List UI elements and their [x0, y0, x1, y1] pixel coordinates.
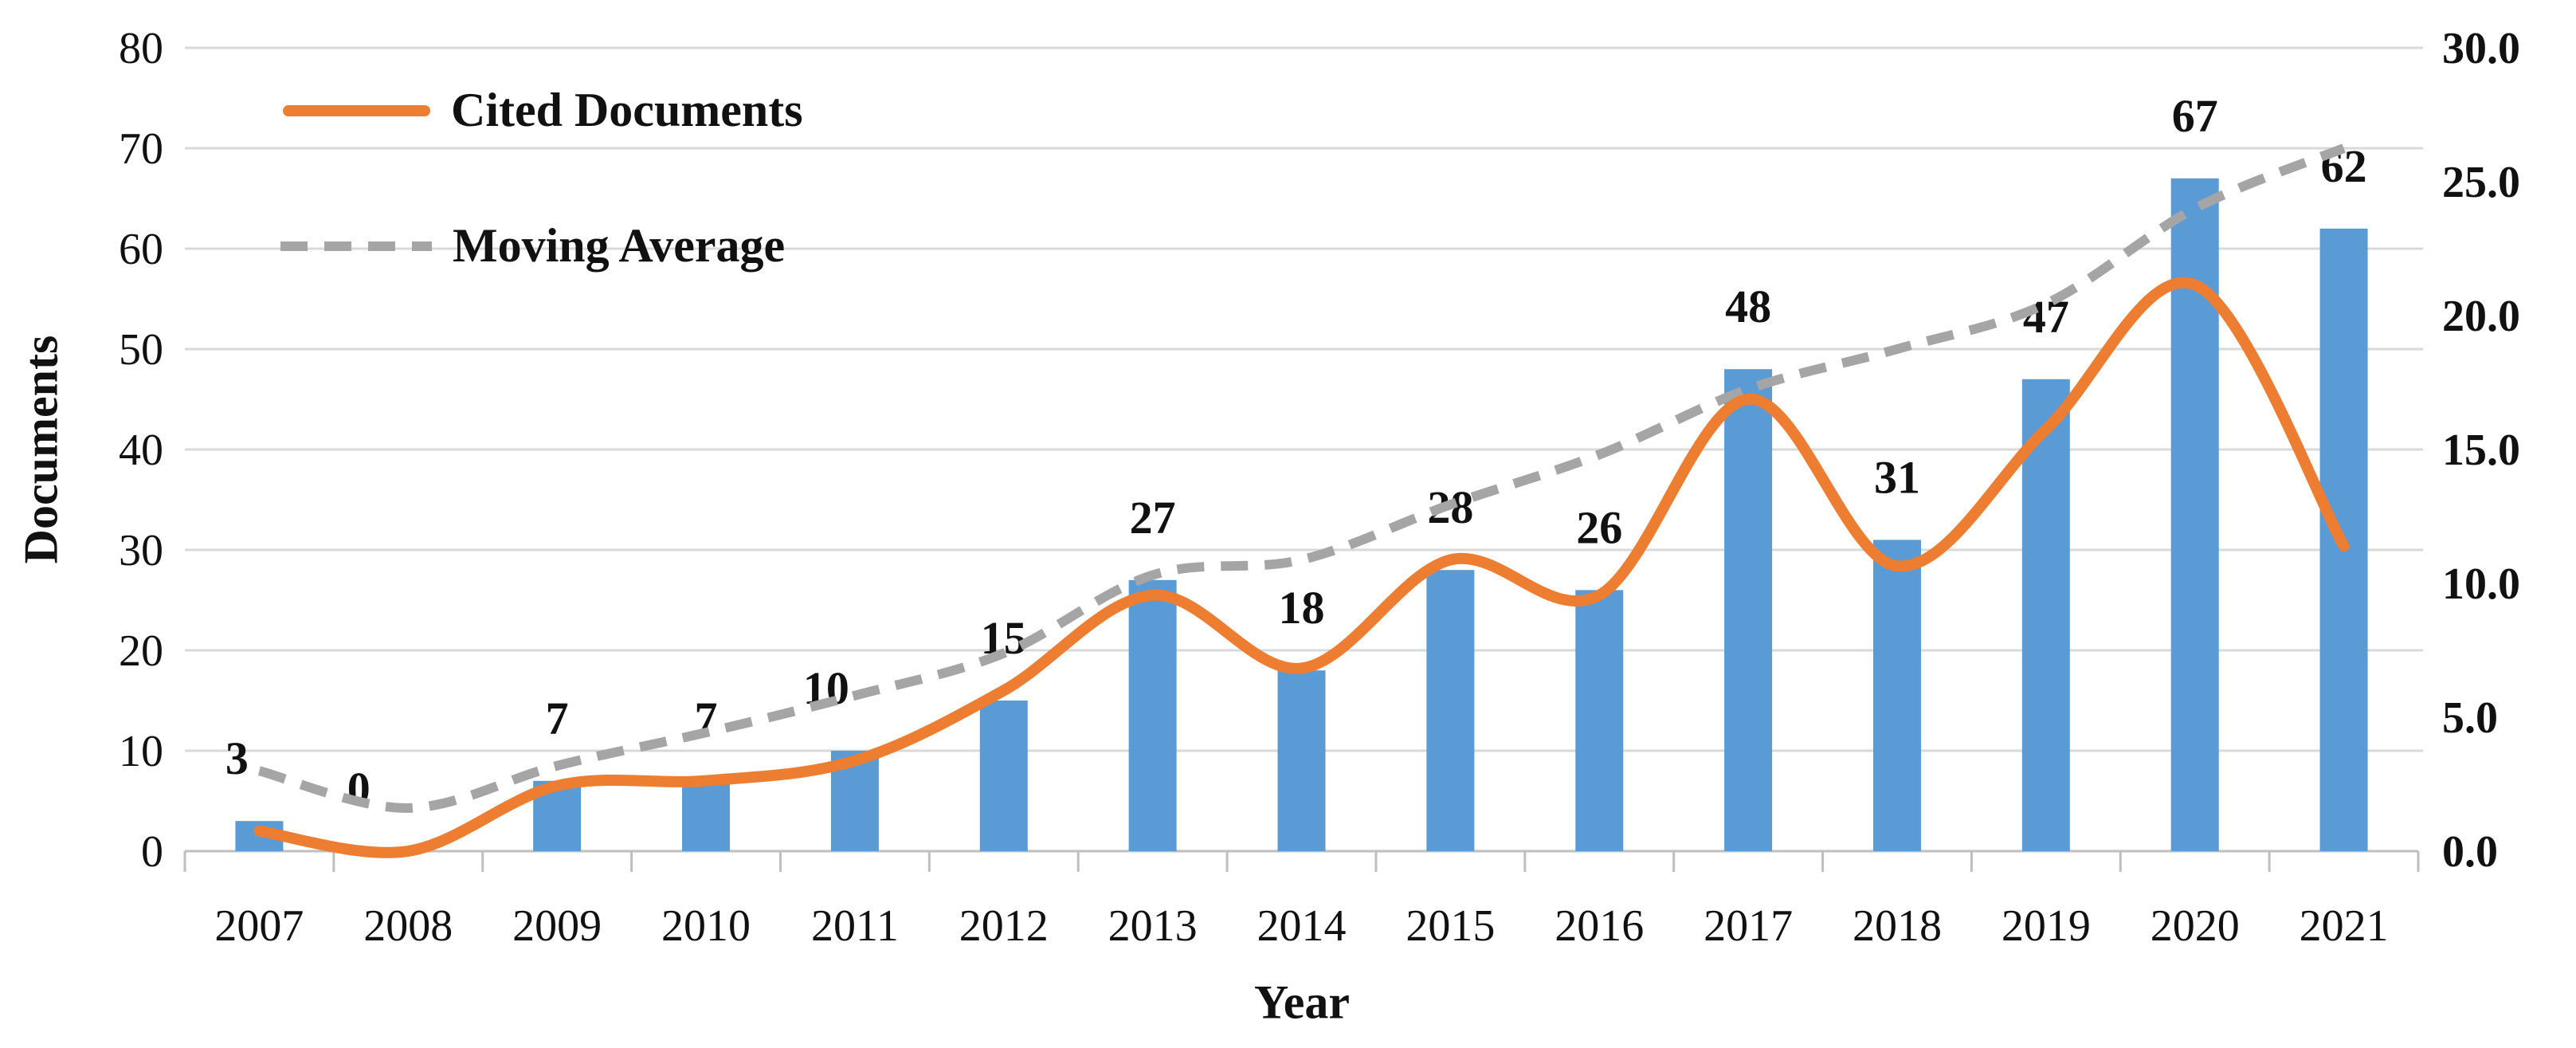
- bar-2014: [1277, 670, 1326, 851]
- y-left-tick-label: 70: [119, 124, 163, 174]
- y-right-tick-label: 5.0: [2442, 693, 2498, 743]
- legend-item-cited-documents: Cited Documents: [283, 83, 803, 138]
- y-left-tick-label: 60: [119, 225, 163, 274]
- x-tick-label-2014: 2014: [1257, 901, 1347, 951]
- bar-label-2021: 62: [2321, 140, 2367, 192]
- x-tick-label-2017: 2017: [1704, 901, 1793, 951]
- x-tick-label-2018: 2018: [1853, 901, 1942, 951]
- y-left-tick-label: 0: [141, 827, 163, 877]
- bar-label-2020: 67: [2172, 90, 2218, 142]
- y-right-tick-label: 30.0: [2442, 24, 2520, 73]
- x-axis-title: Year: [1254, 975, 1350, 1029]
- bar-label-2018: 31: [1874, 451, 1920, 503]
- cited-documents-line: [253, 277, 2350, 858]
- bar-2017: [1724, 369, 1773, 851]
- x-tick-label-2009: 2009: [512, 901, 602, 951]
- legend-label-cited-documents: Cited Documents: [451, 84, 803, 136]
- bar-2012: [979, 701, 1028, 851]
- x-tick-label-2010: 2010: [661, 901, 751, 951]
- y-left-tick-label: 40: [119, 426, 163, 475]
- bar-2010: [682, 780, 731, 851]
- x-tick-label-2015: 2015: [1406, 901, 1495, 951]
- y-left-tick-label: 80: [119, 24, 163, 73]
- x-tick-label-2011: 2011: [811, 901, 899, 951]
- bar-label-2014: 18: [1279, 582, 1325, 634]
- legend-label-moving-average: Moving Average: [453, 219, 786, 272]
- moving-average-line: [257, 143, 2346, 813]
- cited-documents-line-sample-icon: [283, 104, 430, 116]
- y-axis-title: Documents: [14, 335, 68, 564]
- x-tick-label-2021: 2021: [2300, 901, 2389, 951]
- bar-label-2007: 3: [225, 732, 249, 784]
- y-right-tick-label: 0.0: [2442, 827, 2498, 877]
- y-right-tick-label: 15.0: [2442, 426, 2520, 475]
- y-right-tick-label: 20.0: [2442, 292, 2520, 341]
- y-left-tick-label: 20: [119, 626, 163, 676]
- x-tick-label-2016: 2016: [1555, 901, 1644, 951]
- bar-label-2017: 48: [1725, 281, 1771, 332]
- bar-2018: [1872, 540, 1921, 851]
- bar-label-2013: 27: [1130, 492, 1176, 544]
- x-tick-label-2019: 2019: [2002, 901, 2091, 951]
- x-tick-label-2013: 2013: [1108, 901, 1198, 951]
- moving-average-line-sample-icon: [280, 241, 432, 251]
- bar-2013: [1128, 579, 1177, 851]
- y-right-tick-label: 25.0: [2442, 158, 2520, 207]
- legend-item-moving-average: Moving Average: [280, 218, 785, 273]
- y-left-tick-label: 10: [119, 727, 163, 776]
- bar-2019: [2021, 379, 2070, 851]
- x-tick-label-2020: 2020: [2151, 901, 2240, 951]
- y-left-tick-label: 50: [119, 325, 163, 375]
- x-tick-label-2007: 2007: [214, 901, 304, 951]
- bar-2016: [1575, 590, 1624, 851]
- bar-label-2009: 7: [546, 693, 569, 744]
- y-right-tick-label: 10.0: [2442, 559, 2520, 609]
- y-left-tick-label: 30: [119, 526, 163, 575]
- x-tick-label-2012: 2012: [959, 901, 1049, 951]
- x-tick-label-2008: 2008: [363, 901, 453, 951]
- bar-2015: [1426, 570, 1475, 851]
- bar-label-2016: 26: [1576, 501, 1622, 553]
